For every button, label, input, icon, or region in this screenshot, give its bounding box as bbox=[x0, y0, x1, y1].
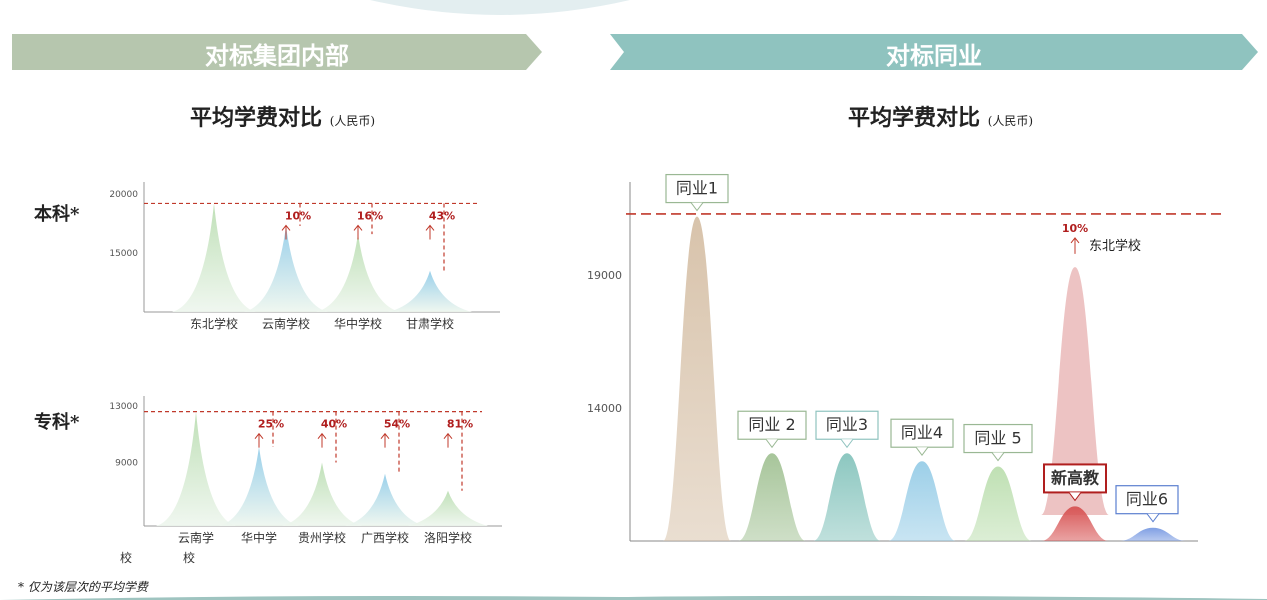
category-label: 洛阳学校 bbox=[424, 530, 472, 545]
right-title-unit: (人民币) bbox=[987, 114, 1034, 128]
peak-0 bbox=[663, 216, 731, 541]
up-arrowhead-3 bbox=[425, 224, 435, 231]
peak-6 bbox=[1119, 527, 1187, 541]
decorative-wave bbox=[370, 0, 630, 15]
row-label-undergrad: 本科* bbox=[34, 204, 80, 225]
peak-2 bbox=[282, 462, 362, 526]
label-pointer-3 bbox=[915, 446, 929, 457]
bottom-decoration bbox=[0, 595, 1267, 600]
category-label: 华中学校 bbox=[334, 316, 382, 331]
category-label-5: 新高教 bbox=[1051, 468, 1100, 487]
label-box-2 bbox=[815, 410, 879, 440]
y-tick-label: 19000 bbox=[587, 269, 622, 282]
left-banner bbox=[12, 34, 542, 70]
pct-label-2: 16% bbox=[357, 209, 383, 222]
left-banner-title: 对标集团内部 bbox=[205, 42, 349, 70]
category-label-2: 同业3 bbox=[826, 415, 868, 434]
category-label: 东北学校 bbox=[190, 316, 238, 331]
peak-4 bbox=[408, 490, 488, 526]
peak-1 bbox=[244, 225, 328, 312]
category-label: 贵州学校 bbox=[298, 530, 346, 545]
label-pointer-4 bbox=[991, 452, 1005, 462]
peak-0 bbox=[156, 411, 236, 526]
row-label-college: 专科* bbox=[34, 412, 80, 433]
y-tick-label: 14000 bbox=[587, 402, 622, 415]
undergrad-tuition-chart: 20000 15000 东北学校 云南学校 10% 华中学校 16% 甘肃学校 43% bbox=[109, 182, 500, 331]
category-label: 华中学 bbox=[241, 530, 277, 545]
label-box-0 bbox=[665, 173, 729, 204]
label-pointer-5 bbox=[1068, 492, 1082, 502]
label-pointer-2 bbox=[840, 438, 854, 449]
label-pointer-0 bbox=[690, 202, 704, 212]
y-tick-label: 9000 bbox=[115, 458, 138, 468]
up-arrowhead-2 bbox=[317, 432, 327, 439]
right-banner-title: 对标同业 bbox=[886, 42, 982, 70]
college-tuition-chart: 13000 9000 云南学校 华中学校 25% 贵州学校 40% 广西学校 54% 洛阳学校 81… bbox=[109, 396, 502, 565]
peak-3 bbox=[388, 270, 472, 312]
category-label: 云南学校 bbox=[262, 316, 310, 331]
pct-label-2: 40% bbox=[321, 418, 347, 431]
y-tick-label: 20000 bbox=[109, 190, 138, 200]
label-box-3 bbox=[890, 418, 954, 448]
up-arrowhead-3 bbox=[380, 432, 390, 439]
peak-3 bbox=[345, 473, 425, 526]
left-chart-title: 平均学费对比 (人民币) bbox=[190, 100, 375, 132]
label-box-4 bbox=[963, 423, 1033, 454]
up-arrowhead-1 bbox=[281, 224, 291, 231]
peak-0 bbox=[172, 203, 256, 312]
category-label: 广西学校 bbox=[361, 530, 409, 545]
label-box-5 bbox=[1043, 463, 1107, 494]
up-arrowhead-4 bbox=[443, 432, 453, 439]
annotation-pct: 10% bbox=[1062, 222, 1088, 235]
peak-3 bbox=[888, 461, 956, 541]
peak-2 bbox=[316, 234, 400, 312]
category-label-1: 同业 2 bbox=[748, 415, 795, 434]
up-arrowhead-1 bbox=[254, 432, 264, 439]
category-label: 校 bbox=[120, 550, 132, 565]
category-label: 校 bbox=[183, 550, 195, 565]
annotation-target-label: 东北学校 bbox=[1089, 238, 1141, 254]
peak-2 bbox=[813, 453, 881, 541]
left-title-unit: (人民币) bbox=[329, 114, 376, 128]
y-tick-label: 13000 bbox=[109, 402, 138, 412]
right-banner bbox=[610, 34, 1258, 70]
label-pointer-1 bbox=[765, 438, 779, 449]
category-label-0: 同业1 bbox=[676, 179, 718, 198]
label-pointer-6 bbox=[1146, 513, 1160, 523]
annotation-peak bbox=[1041, 267, 1109, 515]
category-label: 甘肃学校 bbox=[406, 316, 454, 331]
left-title-text: 平均学费对比 bbox=[190, 105, 323, 131]
peak-4 bbox=[964, 466, 1032, 541]
footnote: * 仅为该层次的平均学费 bbox=[18, 580, 148, 594]
pct-label-3: 43% bbox=[429, 209, 455, 222]
peak-1 bbox=[219, 446, 299, 526]
peak-1 bbox=[738, 453, 806, 541]
right-chart-title: 平均学费对比 (人民币) bbox=[848, 100, 1033, 132]
peak-5 bbox=[1041, 506, 1109, 541]
up-arrowhead-2 bbox=[353, 224, 363, 231]
category-label-4: 同业 5 bbox=[974, 429, 1021, 448]
y-tick-label: 15000 bbox=[109, 249, 138, 259]
pct-label-1: 25% bbox=[258, 418, 284, 431]
right-title-text: 平均学费对比 bbox=[848, 105, 981, 131]
category-label-6: 同业6 bbox=[1126, 490, 1168, 509]
pct-label-4: 81% bbox=[447, 418, 473, 431]
label-box-1 bbox=[737, 410, 807, 440]
annotation-arrowhead bbox=[1070, 237, 1080, 244]
category-label: 云南学 bbox=[178, 530, 214, 545]
pct-label-1: 10% bbox=[285, 209, 311, 222]
pct-label-3: 54% bbox=[384, 418, 410, 431]
category-label-3: 同业4 bbox=[901, 423, 943, 442]
